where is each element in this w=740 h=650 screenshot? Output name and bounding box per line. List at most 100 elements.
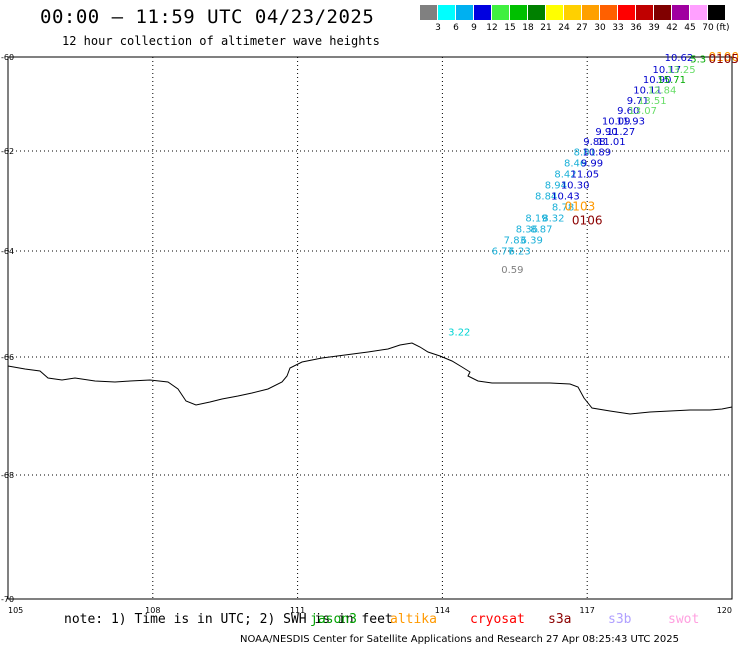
scale-swatch [564,5,581,20]
latitude-label: -68 [1,471,14,480]
satellite-s3b-label: s3b [608,612,632,627]
wave-height-label: 10.30 [561,181,590,192]
longitude-label: 111 [290,606,305,615]
wave-height-label: 6.23 [508,247,530,258]
wave-height-label: 12.84 [648,85,677,96]
wave-height-label: 8.19 [525,214,547,225]
wave-height-label: 10.62 [665,53,694,64]
wave-height-label: 13.51 [638,96,667,107]
scale-tick-label: 33 [612,23,624,33]
longitude-label: 108 [145,606,160,615]
scale-tick-label: 9 [471,23,477,33]
longitude-label: 117 [580,606,595,615]
wave-height-label: 10.43 [551,192,580,203]
latitude-label: -64 [1,247,14,256]
wave-height-label: 15.71 [657,75,686,86]
scale-tick-label: 30 [594,23,606,33]
wave-height-label: 11.05 [570,170,599,181]
scale-swatch [690,5,707,20]
scale-tick-label: 45 [684,23,696,33]
scale-tick-label: 39 [648,23,660,33]
scale-unit-label: (ft) [716,23,730,33]
satellite-cryosat-label: cryosat [470,612,525,627]
wave-height-label: 9.90 [595,127,617,138]
wave-height-label: 8.32 [542,214,564,225]
scale-tick-label: 6 [453,23,459,33]
wave-height-label: 0.59 [501,265,523,276]
wave-height-label: 9.71 [627,96,649,107]
scale-swatch [528,5,545,20]
wave-height-label: 13.07 [628,106,657,117]
scale-swatch [654,5,671,20]
wave-height-label: 11.27 [607,127,636,138]
scale-swatch [636,5,653,20]
wave-height-label: 10.09 [602,116,631,127]
scale-swatch [456,5,473,20]
wave-height-label: 9.99 [581,159,603,170]
satellite-swot-label: swot [668,612,700,627]
graticule [8,57,732,599]
wave-height-label: 8.81 [574,148,596,159]
wave-height-label: 8.84 [535,192,557,203]
wave-height-label: 10.89 [583,148,612,159]
orbit-time-label: 0106 [572,214,603,228]
scale-swatch [492,5,509,20]
wave-height-label: 5.3 [690,54,706,65]
wave-height-label: 9.60 [617,106,639,117]
satellite-s3a-label: s3a [548,612,572,627]
wave-height-label: 11.01 [597,137,626,148]
scale-tick-label: 21 [540,23,552,33]
wave-height-label: 8.46 [564,159,586,170]
latitude-label: -62 [1,147,14,156]
longitude-label: 120 [717,606,732,615]
longitude-label: 114 [435,606,450,615]
wave-height-label: 9.88 [583,137,605,148]
scale-swatch [474,5,491,20]
wave-height-label: 8.78 [552,203,574,214]
map-frame [7,56,733,600]
wave-height-label: 10.11 [633,85,662,96]
satellite-altika-label: altika [390,612,437,627]
note-text: note: 1) Time is in UTC; 2) SWH is in fe… [64,612,393,627]
wave-height-label: 11.93 [616,116,645,127]
scale-swatch [708,5,725,20]
scale-swatch [438,5,455,20]
scale-swatch [582,5,599,20]
longitude-label: 105 [8,606,23,615]
wave-height-label: 6.39 [521,236,543,247]
latitude-label: -60 [1,53,14,62]
scale-swatch [618,5,635,20]
scale-swatch [672,5,689,20]
scale-tick-label: 12 [486,23,498,33]
credit-footer: NOAA/NESDIS Center for Satellite Applica… [240,634,679,645]
scale-swatch [420,5,437,20]
satellite-jason3-label: jason3 [310,612,357,627]
wave-height-label: 6.77 [492,247,514,258]
scale-tick-label: 27 [576,23,588,33]
orbit-time-label: 0103 [565,200,596,214]
wave-height-label: 8.87 [530,225,552,236]
wave-height-label: 8.42 [554,170,576,181]
scale-tick-label: 3 [435,23,441,33]
wave-height-label: 7.83 [504,236,526,247]
orbit-time-label: 0100 [708,50,739,64]
map-title: 00:00 – 11:59 UTC 04/23/2025 [40,6,375,28]
scale-swatch [510,5,527,20]
wave-height-label: 8.94 [545,181,567,192]
scale-tick-label: 36 [630,23,642,33]
latitude-label: -70 [1,595,14,604]
wave-height-color-scale: (ft) 3 6 9 12 15 18 21 24 27 30 33 36 39 42 45 70 [420,5,730,37]
antarctic-coastline [7,342,733,415]
wave-height-label: 8.36 [516,225,538,236]
scale-tick-label: 18 [522,23,534,33]
map-subtitle: 12 hour collection of altimeter wave hei… [62,34,380,48]
wave-height-label: 13.25 [667,65,696,76]
wave-height-label: 3.22 [448,328,470,339]
wave-height-label: 10.17 [653,65,682,76]
latitude-label: -66 [1,353,14,362]
wave-height-label: 10.90 [643,75,672,86]
scale-tick-label: 24 [558,23,570,33]
scale-tick-label: 15 [504,23,516,33]
